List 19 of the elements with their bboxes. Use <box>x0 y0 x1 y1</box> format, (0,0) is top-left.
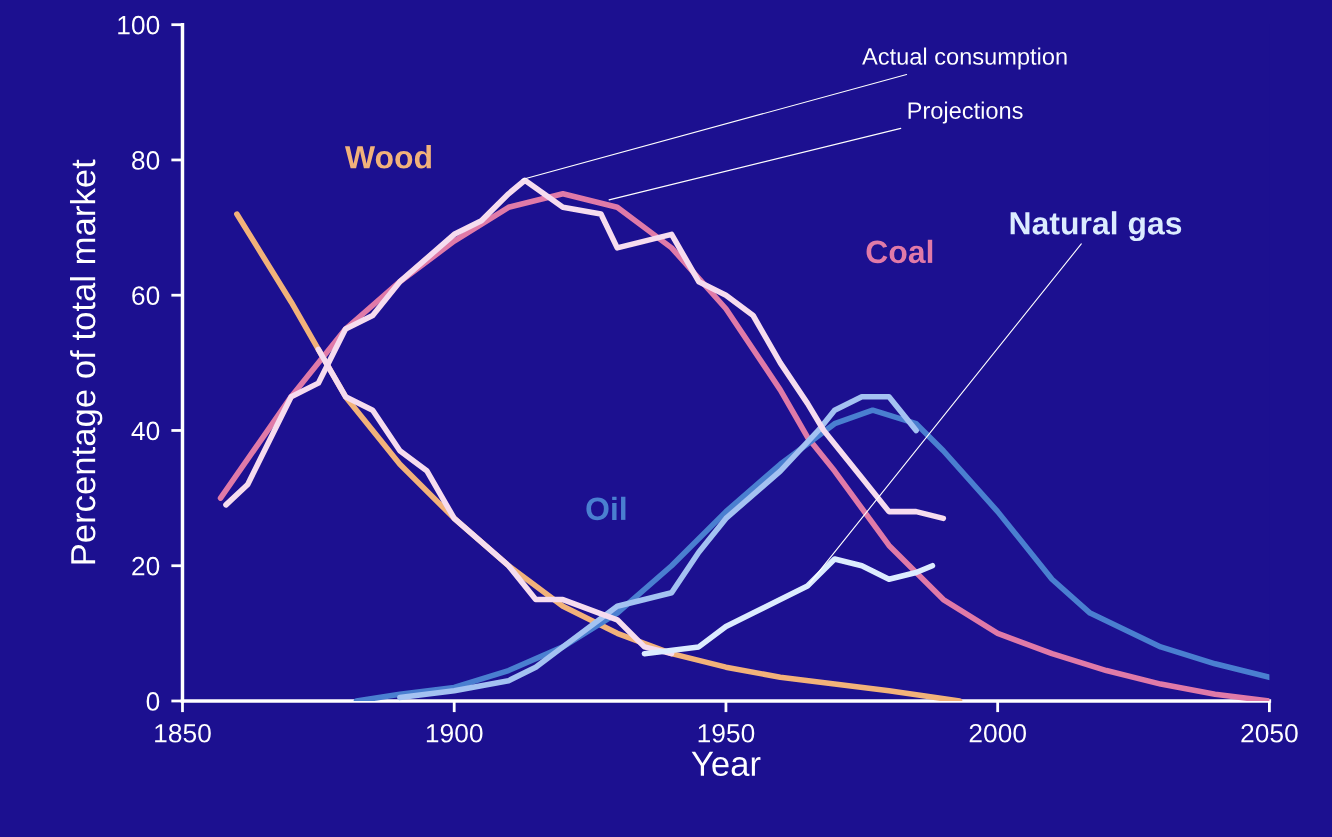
x-tick-label: 1950 <box>698 723 755 743</box>
y-axis-title: Percentage of total market <box>69 159 103 564</box>
annotation: Projections <box>908 101 1023 124</box>
y-tick-label: 0 <box>146 692 160 711</box>
y-tick-label: 40 <box>131 421 160 441</box>
text: Coal <box>866 239 933 264</box>
text: Wood <box>344 145 431 169</box>
y-tick-label: 100 <box>118 15 160 35</box>
y-tick-label: 60 <box>132 286 160 306</box>
x-tick-label: 1850 <box>155 723 211 743</box>
text: Oil <box>586 496 626 521</box>
annotation: Actual consumption <box>862 47 1067 70</box>
x-tick-label: 2000 <box>969 723 1026 743</box>
x-tick-label: 2050 <box>1241 723 1298 743</box>
y-tick-label: 80 <box>132 151 160 170</box>
text: Natural gas <box>1010 211 1182 242</box>
y-tick-label: 20 <box>132 556 160 576</box>
x-axis-title: Year <box>691 751 761 777</box>
x-tick-label: 1900 <box>426 723 483 743</box>
